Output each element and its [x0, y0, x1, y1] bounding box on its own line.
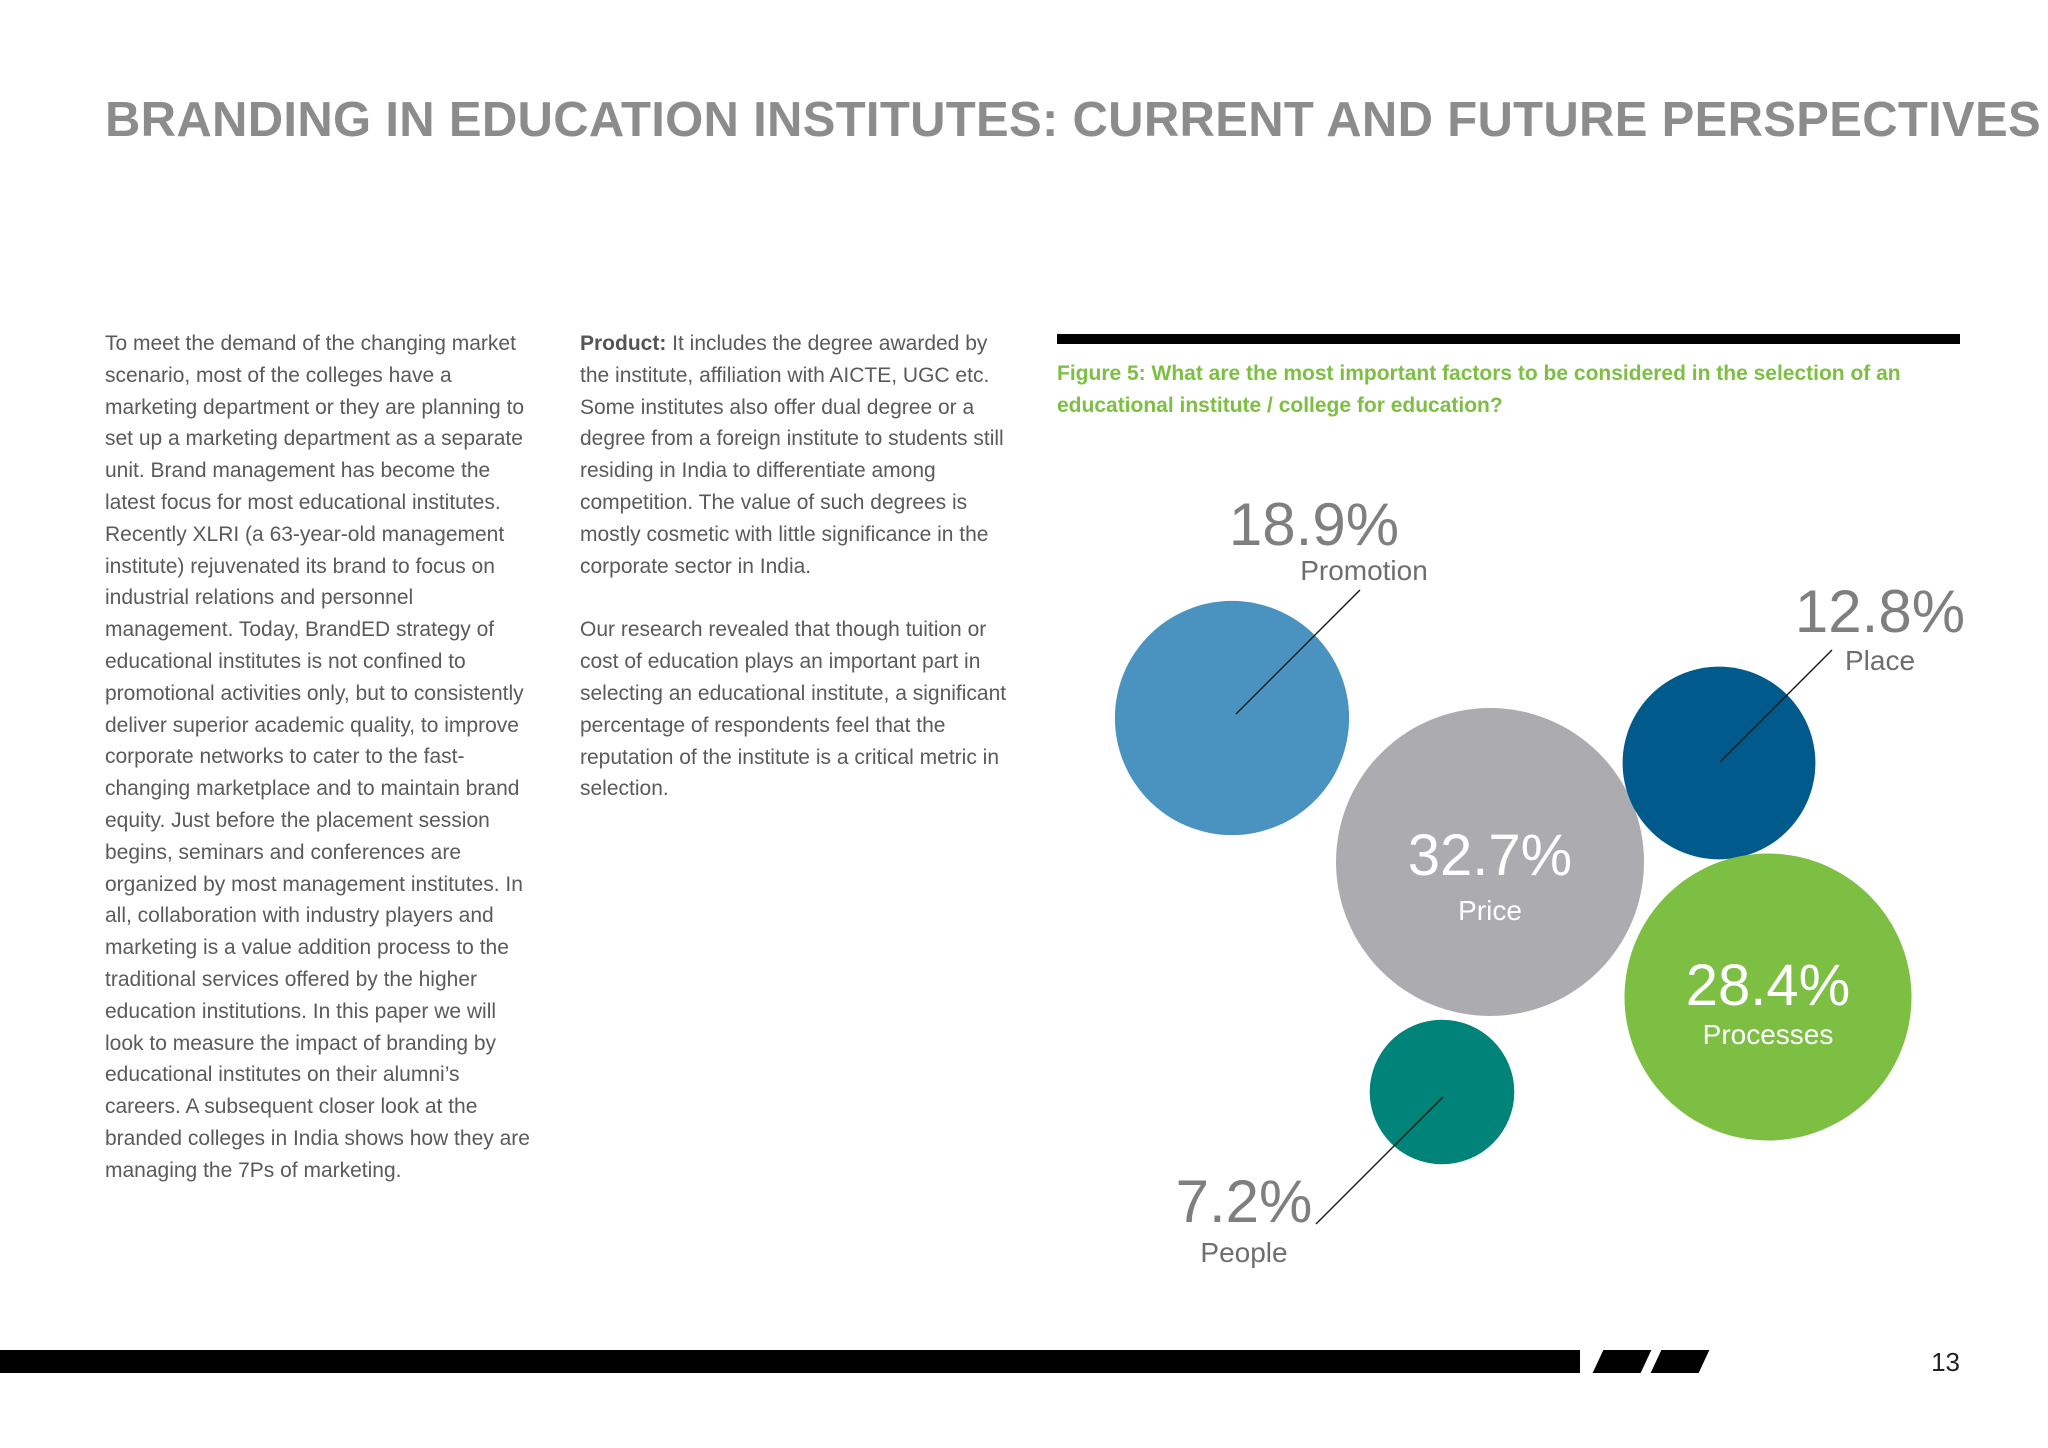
- bubble-label-promotion: Promotion: [1300, 555, 1428, 586]
- bubble-value-place: 12.8%: [1795, 578, 1965, 645]
- product-paragraph: Product: It includes the degree awarded …: [580, 328, 1010, 582]
- intro-paragraph: To meet the demand of the changing marke…: [105, 332, 530, 1182]
- bubble-value-people: 7.2%: [1176, 1168, 1313, 1235]
- page-title: BRANDING IN EDUCATION INSTITUTES: CURREN…: [105, 93, 2042, 147]
- figure-caption: Figure 5: What are the most important fa…: [1057, 362, 1901, 417]
- bubble-value-price: 32.7%: [1408, 823, 1572, 888]
- bubble-processes: [1624, 853, 1912, 1141]
- research-paragraph: Our research revealed that though tuitio…: [580, 618, 1007, 801]
- body-column-left: To meet the demand of the changing marke…: [105, 328, 535, 1187]
- figure-divider: [1057, 334, 1960, 344]
- bubble-price: [1336, 708, 1644, 1016]
- bubble-value-processes: 28.4%: [1686, 953, 1850, 1018]
- bubble-label-place: Place: [1845, 645, 1915, 676]
- leader-line-place: [1719, 649, 1833, 763]
- product-label: Product:: [580, 332, 667, 355]
- bubble-people: [1369, 1019, 1515, 1165]
- page-number: 13: [1931, 1347, 1960, 1377]
- leader-line-promotion: [1235, 589, 1361, 715]
- bubble-label-people: People: [1200, 1237, 1287, 1268]
- bubble-label-price: Price: [1458, 895, 1522, 926]
- leader-line-people: [1315, 1096, 1444, 1225]
- bubble-value-promotion: 18.9%: [1229, 491, 1399, 558]
- body-column-middle: Product: It includes the degree awarded …: [580, 328, 1010, 805]
- footer-bar: [0, 1350, 1580, 1373]
- bubble-label-processes: Processes: [1703, 1019, 1834, 1050]
- product-text: It includes the degree awarded by the in…: [580, 332, 1004, 578]
